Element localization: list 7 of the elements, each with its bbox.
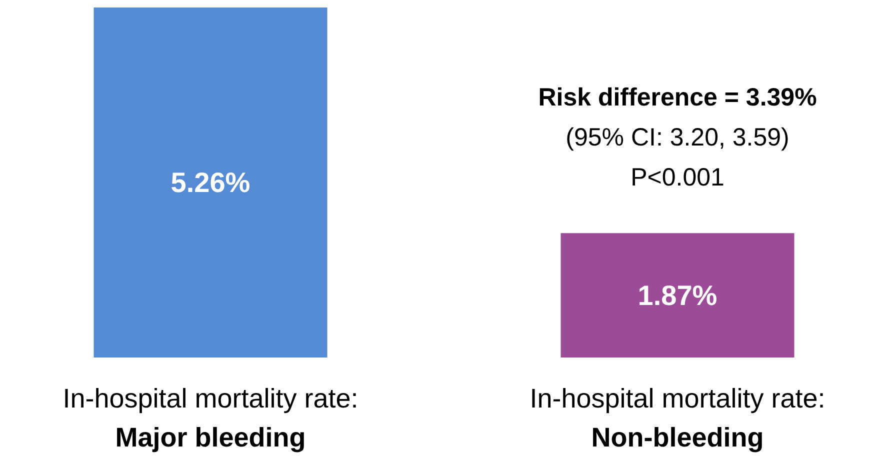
annotation: Risk difference = 3.39% [538,84,817,112]
data-label: 5.26% [170,167,250,198]
annotation: (95% CI: 3.20, 3.59) [566,124,790,152]
x-tick-label: In-hospital mortality rate: Major bleeding [62,384,358,452]
data-label: 1.87% [638,280,718,311]
annotation: P<0.001 [630,164,724,192]
x-tick-label: In-hospital mortality rate: Non-bleeding [530,384,826,452]
